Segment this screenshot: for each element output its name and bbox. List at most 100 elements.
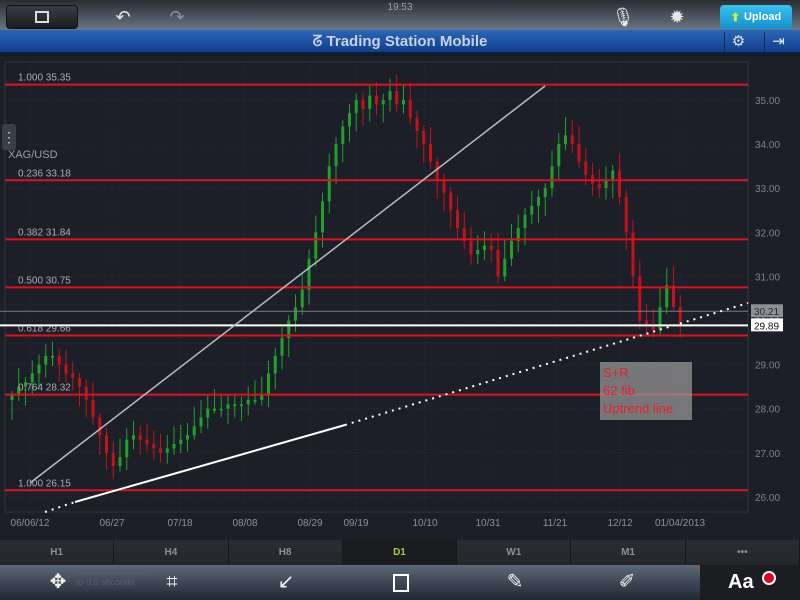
x-tick-label: 06/27	[99, 518, 124, 529]
candle-body	[179, 439, 183, 444]
app-header: ᘔ Trading Station Mobile ⚙ ⇥	[0, 30, 800, 54]
fib-level-label: 1.000 26.15	[18, 478, 71, 489]
y-tick-label: 35.00	[755, 96, 780, 107]
candle-body	[84, 386, 88, 400]
candle-body	[125, 439, 129, 458]
chart-menu-button[interactable]: ⋮	[2, 124, 16, 150]
x-tick-label: 09/19	[343, 518, 368, 529]
crop-icon: ⌗	[166, 571, 178, 593]
redo-button[interactable]: ↷	[164, 5, 190, 29]
uptrend-line-dotted[interactable]	[344, 302, 749, 426]
candle-body	[240, 404, 243, 407]
image-button[interactable]	[6, 5, 78, 29]
annotation-note[interactable]: S+R 62 fib Uptrend line	[600, 362, 692, 420]
candle-body	[665, 285, 669, 308]
x-tick-label: 08/29	[297, 518, 322, 529]
candle-body	[300, 289, 304, 308]
rectangle-tool[interactable]	[386, 569, 416, 595]
tab-h8[interactable]: H8	[228, 540, 343, 565]
candle-body	[206, 408, 210, 418]
candle-body	[523, 214, 527, 228]
tab-h1[interactable]: H1	[0, 540, 115, 565]
candle-body	[314, 232, 318, 259]
candle-body	[98, 417, 102, 436]
candle-body	[78, 377, 81, 387]
candle-body	[213, 408, 216, 411]
candle-body	[537, 197, 540, 206]
tab-m1[interactable]: M1	[571, 540, 686, 565]
x-tick-label: 10/10	[412, 518, 437, 529]
candle-body	[57, 355, 61, 365]
highlighter-icon: ✐	[618, 571, 636, 593]
candle-body	[280, 338, 284, 356]
arrow-tool[interactable]: ↙	[271, 569, 301, 595]
candle-body	[253, 399, 257, 402]
note-line: Uptrend line	[603, 401, 674, 416]
candle-body	[348, 113, 351, 127]
rectangle-icon	[393, 573, 409, 592]
candle-body	[408, 100, 412, 118]
text-tool[interactable]: Aa	[700, 565, 800, 600]
candle-body	[645, 320, 648, 325]
candle-body	[476, 249, 480, 255]
x-tick-label: 12/12	[607, 518, 632, 529]
candle-body	[287, 320, 291, 339]
x-tick-label: 01/04/2013	[655, 518, 705, 529]
marker-price-tag-bg	[751, 304, 783, 318]
tab-more[interactable]: •••	[685, 540, 800, 565]
symbol-label: XAG/USD	[8, 149, 58, 161]
pencil-tool[interactable]: ✎	[500, 569, 530, 595]
gear-icon: ✹	[669, 6, 685, 27]
y-tick-label: 28.00	[755, 405, 780, 416]
status-text: Refresh rate is set to 0.5 seconds	[76, 567, 150, 587]
tab-w1[interactable]: W1	[457, 540, 572, 565]
trend-line-gray[interactable]	[29, 85, 546, 484]
candle-body	[354, 100, 358, 114]
candle-body	[10, 395, 14, 400]
upload-button[interactable]: ⬆ Upload	[720, 5, 792, 29]
fib-level-label: 0.618 29.66	[18, 323, 71, 334]
candle-body	[624, 197, 628, 233]
candle-body	[611, 170, 615, 180]
chart-canvas[interactable]: 1.000 35.35 0.236 33.18 0.382 31.84 0.500 3…	[0, 56, 800, 540]
y-tick-label: 26.00	[755, 493, 780, 504]
highlighter-tool[interactable]: ✐	[612, 569, 642, 595]
candle-body	[530, 205, 534, 215]
candle-body	[334, 144, 338, 167]
candle-body	[402, 100, 405, 105]
upload-icon: ⬆	[730, 11, 740, 24]
fib-level-label: 0.236 33.18	[18, 168, 71, 179]
tab-d1[interactable]: D1	[342, 540, 458, 565]
move-tool[interactable]: ✥	[43, 569, 73, 595]
candle-body	[111, 452, 115, 467]
price-chart[interactable]: 1.000 35.35 0.236 33.18 0.382 31.84 0.500 3…	[0, 56, 800, 540]
crop-tool[interactable]: ⌗	[157, 569, 187, 595]
uptrend-line-dotted-start[interactable]	[44, 501, 76, 513]
candle-body	[105, 435, 108, 453]
chart-settings-button[interactable]: ⚙	[724, 32, 752, 52]
undo-button[interactable]: ↶	[110, 5, 136, 29]
fib-level-label: 0.382 31.84	[18, 227, 71, 238]
candle-body	[341, 126, 345, 145]
uptrend-line[interactable]	[74, 424, 346, 503]
tab-h4[interactable]: H4	[114, 540, 229, 565]
candle-body	[672, 285, 675, 308]
note-line: S+R	[603, 365, 629, 380]
candle-body	[327, 166, 331, 202]
logout-button[interactable]: ⇥	[764, 32, 792, 52]
settings-button[interactable]: ✹	[664, 5, 690, 29]
candle-body	[138, 435, 142, 440]
candle-body	[246, 399, 250, 405]
current-price-tag-bg	[751, 318, 783, 332]
fib-level-label: 1.000 35.35	[18, 73, 71, 84]
candle-body	[186, 435, 189, 440]
candle-body	[192, 426, 196, 436]
candle-body	[159, 448, 162, 453]
arrow-icon: ↙	[277, 571, 295, 593]
candle-body	[489, 245, 493, 250]
candle-body	[118, 457, 122, 467]
microphone-button[interactable]: 🎙	[610, 5, 636, 29]
candle-body	[584, 161, 588, 175]
record-indicator-icon	[762, 571, 776, 585]
candle-body	[604, 179, 608, 189]
